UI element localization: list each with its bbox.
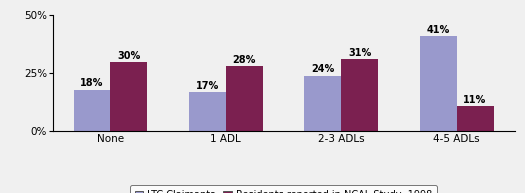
Text: 30%: 30%: [117, 51, 141, 61]
Text: 18%: 18%: [80, 78, 103, 88]
Text: 31%: 31%: [348, 48, 371, 58]
Bar: [341, 59, 378, 131]
Bar: [419, 36, 457, 131]
Text: 17%: 17%: [196, 81, 219, 91]
Text: 41%: 41%: [426, 25, 450, 35]
Text: 24%: 24%: [311, 64, 334, 74]
Bar: [110, 62, 148, 131]
Text: 11%: 11%: [464, 95, 487, 105]
Bar: [304, 76, 341, 131]
Bar: [74, 90, 110, 131]
Legend: LTC Claimants, Residents reported in NCAL Study, 1998: LTC Claimants, Residents reported in NCA…: [130, 185, 437, 193]
Text: 28%: 28%: [233, 55, 256, 65]
Bar: [226, 66, 262, 131]
Bar: [457, 106, 494, 131]
Bar: [189, 92, 226, 131]
